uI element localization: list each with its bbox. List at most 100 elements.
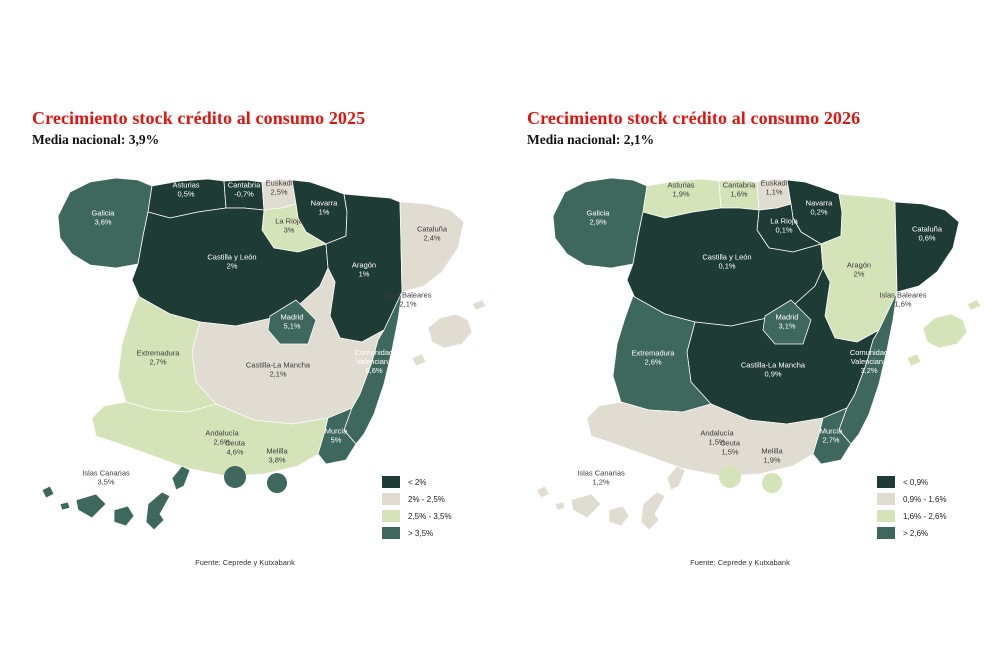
region-label-cataluna: Cataluña	[912, 225, 943, 234]
region-canarias	[666, 465, 686, 491]
region-cataluna	[399, 201, 465, 293]
region-label-cva: 8,6%	[365, 366, 382, 375]
region-label-extremadura: 2,7%	[149, 358, 166, 367]
region-label-extremadura: Extremadura	[137, 349, 181, 358]
region-label-rioja: 0,1%	[775, 226, 792, 235]
region-label-andalucia: Andalucía	[205, 429, 239, 438]
region-cva	[838, 291, 898, 445]
region-canarias	[554, 501, 566, 511]
region-label-navarra: 0,2%	[810, 208, 827, 217]
legend-item: 1,6% - 2,6%	[877, 510, 947, 522]
legend-item: < 2%	[382, 476, 452, 488]
region-label-asturias: 1,9%	[672, 190, 689, 199]
legend-swatch	[382, 527, 400, 539]
region-baleares	[922, 313, 968, 349]
region-label-baleares: 1,6%	[894, 300, 911, 309]
region-label-euskadi: 1,1%	[765, 188, 782, 197]
region-label-clm: Castilla-La Mancha	[741, 361, 806, 370]
region-madrid	[762, 299, 812, 345]
region-baleares	[906, 353, 922, 367]
region-label-clm: Castilla-La Mancha	[246, 361, 311, 370]
region-label-cantabria: Cantabria	[723, 181, 756, 190]
region-baleares	[427, 313, 473, 349]
map-title-2025: Crecimiento stock crédito al consumo 202…	[32, 108, 366, 128]
region-label-aragon: 2%	[854, 270, 865, 279]
source-note-2026: Fuente: Ceprede y Kutxabank	[690, 558, 790, 567]
region-label-rioja: 3%	[284, 226, 295, 235]
legend-item: > 2,6%	[877, 527, 947, 539]
region-label-aragon: Aragón	[847, 261, 871, 270]
region-label-cantabria: Cantabria	[228, 181, 261, 190]
map-panel-2025: Crecimiento stock crédito al consumo 202…	[30, 108, 498, 628]
legend-swatch	[877, 476, 895, 488]
legend-label: < 0,9%	[903, 477, 929, 487]
region-canarias	[75, 493, 107, 519]
region-canarias	[570, 493, 602, 519]
legend-item: 2,5% - 3,5%	[382, 510, 452, 522]
national-average-2026: Media nacional: 2,1%	[527, 132, 655, 147]
legend-label: 0,9% - 1,6%	[903, 494, 947, 504]
legend-swatch	[382, 493, 400, 505]
region-label-cataluna: Cataluña	[417, 225, 448, 234]
region-label-murcia: 5%	[331, 436, 342, 445]
region-baleares	[966, 299, 982, 311]
region-label-murcia: 2,7%	[822, 436, 839, 445]
legend-swatch	[877, 493, 895, 505]
legend-swatch	[382, 510, 400, 522]
region-canarias	[536, 485, 550, 499]
region-baleares	[471, 299, 487, 311]
region-label-clm: 0,9%	[764, 370, 781, 379]
legend-label: < 2%	[408, 477, 427, 487]
region-label-rioja: La Rioja	[275, 217, 303, 226]
region-label-aragon: 1%	[359, 270, 370, 279]
region-canarias	[145, 491, 171, 531]
region-label-clm: 2,1%	[269, 370, 286, 379]
region-label-galicia: 2,9%	[589, 218, 606, 227]
spain-map-2025: Galicia 3,6% Asturias 0,5% Cantabria -0,7% Eus…	[30, 152, 490, 592]
region-canarias	[59, 501, 71, 511]
region-label-baleares: 2,1%	[399, 300, 416, 309]
region-label-madrid: Madrid	[776, 313, 799, 322]
region-label-baleares: Islas Baleares	[879, 291, 926, 300]
source-note-2025: Fuente: Ceprede y Kutxabank	[195, 558, 295, 567]
region-label-cyl: 0,1%	[718, 262, 735, 271]
legend-swatch	[382, 476, 400, 488]
region-label-extremadura: 2,6%	[644, 358, 661, 367]
region-label-melilla: Melilla	[761, 447, 783, 456]
region-label-murcia: Murcia	[820, 427, 843, 436]
legend-label: 1,6% - 2,6%	[903, 511, 947, 521]
region-madrid	[267, 299, 317, 345]
region-label-andalucia: 2,6%	[213, 438, 230, 447]
region-label-canarias: Islas Canarias	[577, 469, 625, 478]
region-label-madrid: Madrid	[281, 313, 304, 322]
region-label-navarra: Navarra	[311, 199, 339, 208]
region-label-navarra: Navarra	[806, 199, 834, 208]
region-label-cyl: 2%	[227, 262, 238, 271]
region-label-madrid: 5,1%	[283, 322, 300, 331]
national-average-2025: Media nacional: 3,9%	[32, 132, 160, 147]
region-label-galicia: Galicia	[587, 209, 611, 218]
legend-label: > 2,6%	[903, 528, 929, 538]
region-label-rioja: La Rioja	[770, 217, 798, 226]
legend-item: > 3,5%	[382, 527, 452, 539]
region-label-cva: Comunidad	[355, 348, 393, 357]
region-label-asturias: Asturias	[667, 181, 694, 190]
region-andalucia	[91, 401, 329, 477]
region-canarias	[41, 485, 55, 499]
region-label-euskadi: Euskadi	[266, 179, 293, 188]
region-melilla	[267, 473, 287, 493]
region-label-andalucia: 1,5%	[708, 438, 725, 447]
legend-item: 2% - 2,5%	[382, 493, 452, 505]
region-label-ceuta: 4,6%	[226, 448, 243, 457]
region-andalucia	[586, 401, 824, 477]
region-label-navarra: 1%	[319, 208, 330, 217]
region-label-madrid: 3,1%	[778, 322, 795, 331]
legend-label: > 3,5%	[408, 528, 434, 538]
legend-2026: < 0,9% 0,9% - 1,6% 1,6% - 2,6% > 2,6%	[877, 476, 947, 544]
region-label-cantabria: 1,6%	[730, 190, 747, 199]
region-label-ceuta: Ceuta	[720, 439, 741, 448]
legend-label: 2,5% - 3,5%	[408, 511, 452, 521]
region-label-melilla: 1,9%	[763, 456, 780, 465]
legend-label: 2% - 2,5%	[408, 494, 445, 504]
